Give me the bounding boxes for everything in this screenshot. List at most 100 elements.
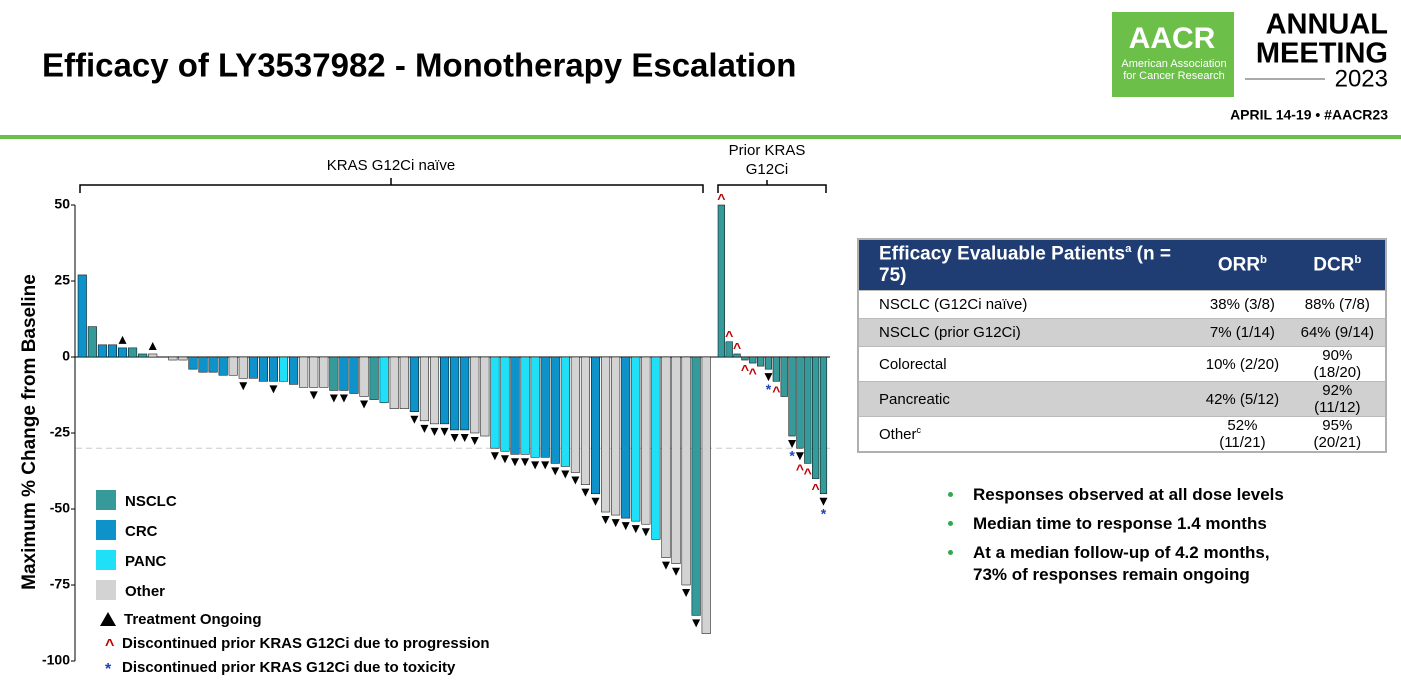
bar (339, 356, 349, 391)
ongoing-marker (430, 427, 439, 436)
ongoing-marker (521, 458, 530, 467)
ongoing-marker (309, 391, 318, 400)
logo-box (1112, 12, 1234, 97)
y-tick-label: -75 (50, 576, 70, 592)
bar (590, 356, 601, 495)
ongoing-marker (692, 619, 701, 628)
bar (621, 356, 631, 519)
header-cell: Efficacy Evaluable Patientsa (n = 75) (858, 239, 1196, 291)
ongoing-marker (541, 461, 550, 470)
cell-text: Efficacy Evaluable Patients (879, 243, 1126, 265)
bar (681, 356, 691, 586)
bar (641, 356, 651, 525)
legend-swatch (96, 580, 116, 600)
logo-sub: American Association for Cancer Research (1121, 58, 1227, 82)
bar (440, 356, 450, 425)
bar (329, 356, 339, 391)
ongoing-marker (511, 458, 520, 467)
cell-text: Other (879, 426, 917, 444)
ongoing-marker (339, 394, 348, 403)
bar (168, 356, 178, 361)
bar (671, 356, 681, 564)
bar (812, 356, 820, 479)
cell-text: Pancreatic (879, 390, 950, 408)
cell-text: (n = 75) (879, 243, 1171, 287)
table-row: NSCLC (G12Ci naïve) 38% (3/8) 88% (7/8) (858, 290, 1386, 319)
bar (178, 356, 188, 361)
bar (480, 356, 490, 437)
bar (419, 356, 429, 422)
ongoing-marker (329, 394, 338, 403)
ongoing-marker (148, 341, 157, 350)
legend-label: Treatment Ongoing (124, 611, 262, 628)
ongoing-marker (440, 427, 449, 436)
bar (460, 356, 470, 431)
bar (107, 344, 117, 358)
bar (804, 356, 812, 464)
status-marker: * (766, 381, 772, 397)
bar (733, 353, 741, 358)
status-marker: ^ (804, 465, 812, 481)
legend-swatch (96, 550, 116, 570)
ongoing-marker (591, 497, 600, 506)
ongoing-marker (641, 528, 650, 537)
bar (757, 356, 765, 367)
dates: APRIL 14-19 • #AACR23 (1230, 107, 1388, 123)
row-label: NSCLC (prior G12Ci) (858, 318, 1196, 347)
header-cell: DCRb (1289, 239, 1386, 291)
legend-label: NSCLC (125, 493, 177, 510)
status-marker: ^ (749, 365, 757, 381)
bar (570, 356, 580, 473)
legend-label: Discontinued prior KRAS G12Ci due to pro… (122, 635, 490, 652)
year: 2023 (1335, 65, 1388, 92)
status-marker: * (789, 448, 795, 464)
ongoing-marker (631, 525, 640, 534)
y-tick-label: -25 (50, 424, 70, 440)
bar (701, 356, 711, 634)
ongoing-marker (672, 567, 681, 576)
bar (580, 356, 590, 485)
row-label: Pancreatic (858, 381, 1196, 417)
y-tick-label: 50 (54, 196, 70, 212)
bar (228, 356, 238, 376)
bar (268, 356, 279, 382)
bar (490, 356, 500, 449)
ongoing-marker (661, 561, 670, 570)
table-row: NSCLC (prior G12Ci) 7% (1/14) 64% (9/14) (858, 318, 1386, 347)
ongoing-marker (269, 385, 278, 394)
logo-sub-box: American Association for Cancer Research (1121, 58, 1227, 82)
bar (218, 356, 228, 376)
bullet: Median time to response 1.4 months (945, 513, 1295, 535)
status-marker: ^ (796, 461, 804, 477)
table-cell: 64% (9/14) (1289, 318, 1386, 347)
header-row: Efficacy Evaluable Patientsa (n = 75) ORR… (858, 239, 1386, 291)
status-marker: ^ (717, 191, 725, 207)
bar (369, 356, 379, 400)
bar (97, 344, 107, 358)
bar (148, 353, 158, 358)
bar (450, 356, 460, 431)
superscript: b (1260, 254, 1268, 266)
y-tick-label: -50 (50, 500, 70, 516)
bracket (717, 180, 827, 193)
ongoing-marker (531, 461, 540, 470)
table-cell: 90% (18/20) (1289, 346, 1386, 382)
row-label: Colorectal (858, 346, 1196, 382)
ongoing-marker (551, 467, 560, 476)
y-tick-label: 25 (54, 272, 70, 288)
bar (128, 347, 138, 358)
bar (379, 356, 389, 403)
bar (560, 356, 570, 467)
bar (299, 356, 309, 388)
meeting: ANNUAL (1266, 9, 1388, 41)
ongoing-marker (239, 382, 248, 391)
ongoing-marker (460, 433, 469, 442)
cell-text: DCR (1313, 254, 1355, 276)
bar (780, 356, 788, 397)
ongoing-marker (601, 516, 610, 525)
bar (349, 356, 359, 394)
cell-text: NSCLC (prior G12Ci) (879, 324, 1021, 342)
table-cell: 38% (3/8) (1195, 290, 1290, 319)
